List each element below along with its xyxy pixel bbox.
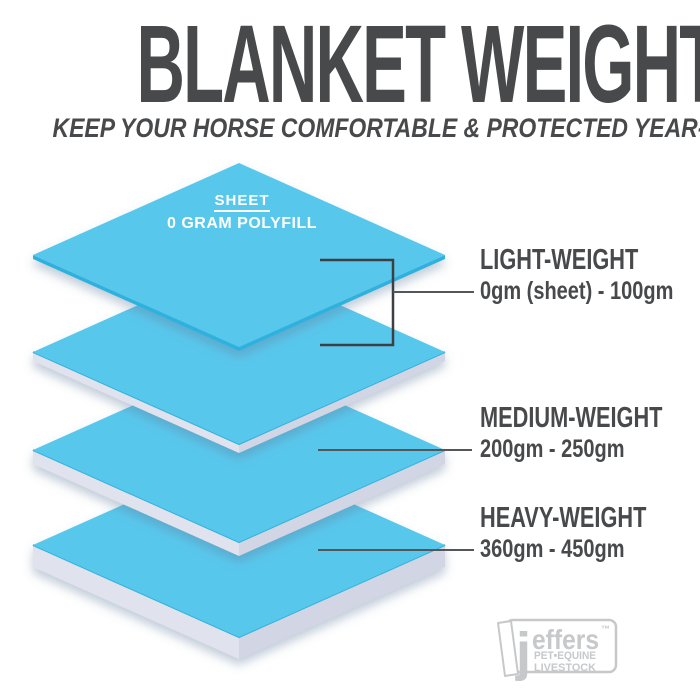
logo-letter-j: j: [515, 622, 531, 682]
subtitle: KEEP YOUR HORSE COMFORTABLE & PROTECTED …: [52, 113, 700, 143]
logo-tagline-livestock: LIVESTOCK: [534, 662, 596, 674]
heavy-weight-heading: HEAVY-WEIGHT: [480, 502, 647, 534]
logo-brand-text: effers: [532, 624, 599, 655]
label-medium-weight: MEDIUM-WEIGHT 200gm - 250gm: [480, 404, 700, 462]
label-heavy-weight: HEAVY-WEIGHT 360gm - 450gm: [480, 504, 700, 562]
sheet-fill-label: 0 GRAM POLYFILL: [166, 215, 318, 232]
logo-trademark: ™: [601, 624, 610, 634]
light-weight-range: 0gm (sheet) - 100gm: [480, 277, 674, 305]
heavy-weight-range: 360gm - 450gm: [480, 535, 625, 563]
medium-weight-heading: MEDIUM-WEIGHT: [480, 402, 663, 434]
medium-weight-range: 200gm - 250gm: [480, 435, 625, 463]
light-weight-bracket: [320, 258, 395, 347]
sheet-label: SHEET: [214, 193, 270, 212]
logo-tagline-pet-equine: PET•EQUINE: [534, 650, 596, 662]
layer-light-weight: [32, 260, 446, 453]
sheet-callout: SHEET 0 GRAM POLYFILL: [142, 193, 342, 232]
light-weight-heading: LIGHT-WEIGHT: [480, 244, 639, 276]
label-light-weight: LIGHT-WEIGHT 0gm (sheet) - 100gm: [480, 246, 700, 304]
jeffers-logo: j effers ™ PET•EQUINE LIVESTOCK: [497, 618, 618, 682]
logo-banner-shape: [497, 620, 519, 677]
